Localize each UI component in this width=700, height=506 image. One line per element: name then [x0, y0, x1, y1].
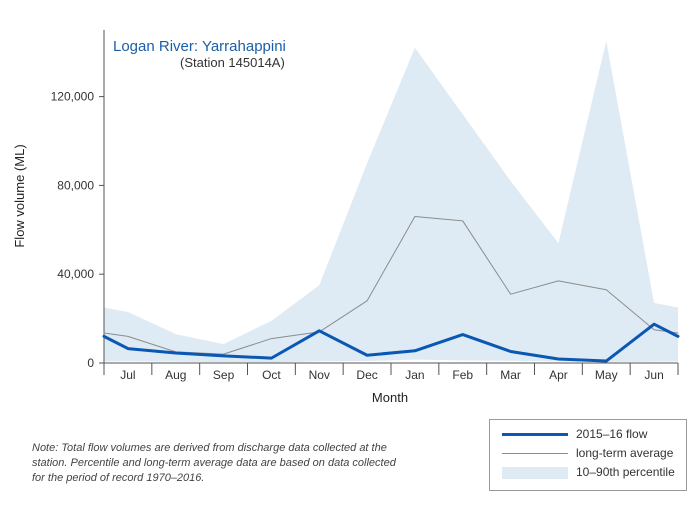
x-tick-label: Aug [165, 368, 186, 382]
x-axis-title: Month [372, 390, 408, 405]
x-tick-label: Sep [213, 368, 235, 382]
x-tick-label: Oct [262, 368, 281, 382]
legend-item-flow: 2015–16 flow [490, 426, 686, 444]
chart-text: Logan River: Yarrahappini (Station 14501… [12, 38, 408, 405]
legend-item-percentile: 10–90th percentile [490, 464, 686, 482]
x-tick-label: Dec [356, 368, 377, 382]
x-tick-label: Jul [120, 368, 135, 382]
x-tick-label: Apr [549, 368, 568, 382]
percentile-band [104, 41, 678, 363]
x-tick-label: Mar [500, 368, 521, 382]
axes: 0 40,000 80,000 120,000 Jul Aug Sep Oct Nov Dec Ja… [51, 30, 679, 382]
series-lines [102, 215, 680, 363]
flow-chart: 0 40,000 80,000 120,000 Jul Aug Sep Oct Nov Dec Ja… [12, 30, 680, 405]
percentile-band-layer [104, 41, 678, 363]
chart-title: Logan River: Yarrahappini [113, 38, 286, 55]
legend-label-percentile: 10–90th percentile [576, 465, 675, 479]
y-axis-title: Flow volume (ML) [12, 144, 27, 247]
legend-swatch-average [502, 453, 568, 454]
y-tick-label: 0 [87, 356, 94, 370]
x-tick-label: Nov [309, 368, 330, 382]
x-tick-label: Jun [644, 368, 663, 382]
legend: 2015–16 flow long-term average 10–90th p… [489, 419, 687, 491]
x-tick-label: Jan [405, 368, 424, 382]
x-tick-label: May [595, 368, 618, 382]
footnote: Note: Total flow volumes are derived fro… [32, 442, 396, 484]
y-tick-label: 120,000 [51, 90, 95, 104]
legend-item-average: long-term average [490, 445, 686, 463]
x-tick-label: Feb [452, 368, 473, 382]
legend-swatch-percentile [502, 467, 568, 479]
y-tick-label: 80,000 [57, 178, 94, 192]
series-line-2015-16-flow [102, 322, 680, 363]
y-tick-label: 40,000 [57, 267, 94, 281]
legend-label-flow: 2015–16 flow [576, 427, 648, 441]
legend-swatch-flow [502, 433, 568, 436]
legend-label-average: long-term average [576, 446, 674, 460]
chart-subtitle: (Station 145014A) [180, 55, 285, 70]
